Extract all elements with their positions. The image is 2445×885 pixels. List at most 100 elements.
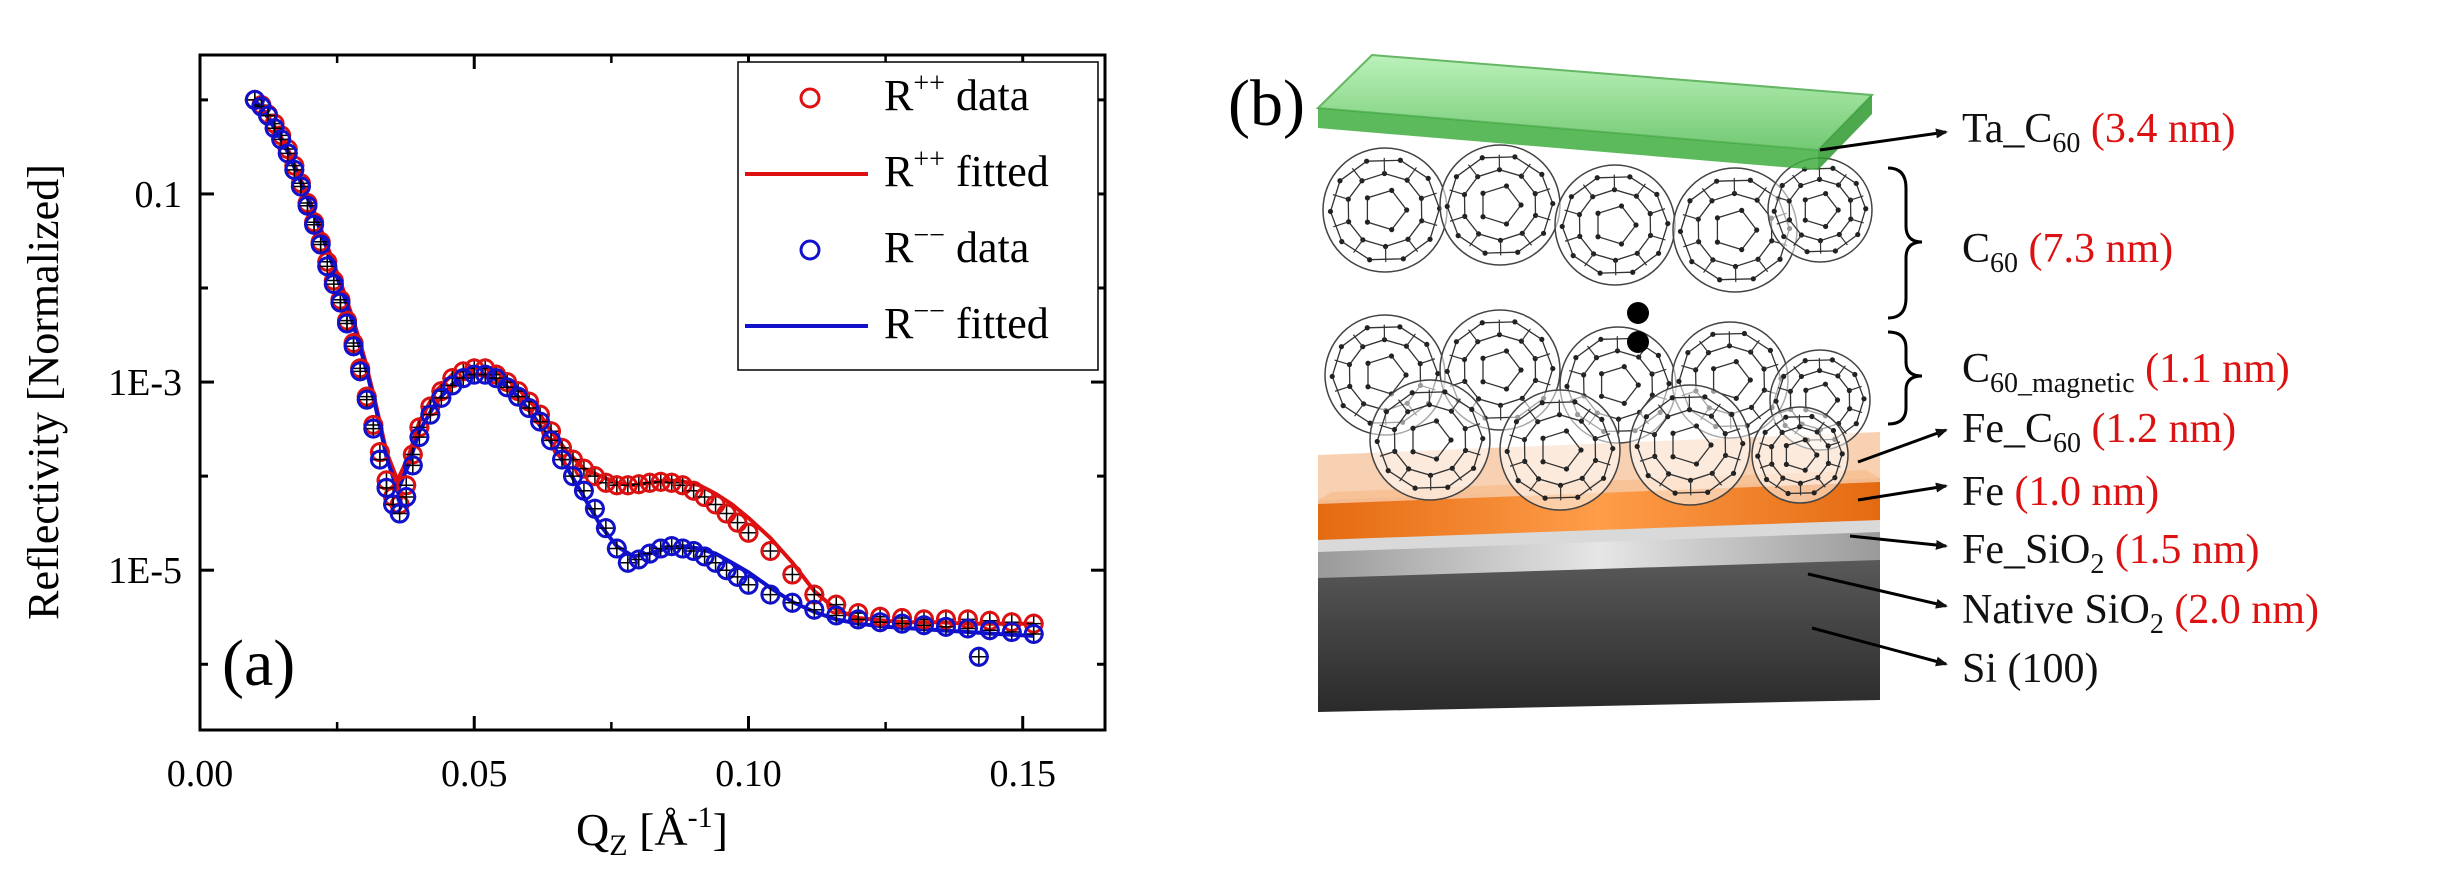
layer-label-part: (1.5 nm) (2104, 527, 2259, 573)
data-point (344, 336, 364, 356)
data-point (420, 405, 440, 425)
c60-molecule (1370, 380, 1490, 500)
data-point (673, 475, 693, 495)
layer-label-part: C (1962, 226, 1990, 272)
layer-label-part: 60 (1990, 248, 2018, 279)
legend-label-base: R (884, 71, 914, 120)
data-point (969, 647, 989, 667)
layer-label-part: Native SiO (1962, 587, 2150, 633)
data-point (760, 541, 780, 561)
c60-molecule (1555, 165, 1675, 285)
c60-molecule (1323, 148, 1447, 272)
data-point (1024, 624, 1044, 644)
data-point (640, 544, 660, 564)
data-point (453, 368, 473, 388)
data-point (782, 564, 802, 584)
panel-b: (b) (1228, 55, 2319, 712)
c60-magnetic-molecules (1325, 310, 1870, 510)
layer-label-fe_sio2: Fe_SiO2 (1.5 nm) (1962, 527, 2260, 580)
x-tick-label: 0.10 (715, 753, 782, 795)
y-tick-label: 1E-3 (108, 362, 182, 404)
data-point (662, 473, 682, 493)
x-axis-label-base: Q (576, 804, 609, 855)
legend-label-sup: −− (913, 296, 945, 327)
layer-labels: Ta_C60 (3.4 nm)C60 (7.3 nm)C60_magnetic … (1962, 106, 2319, 692)
layer-label-c60_magnetic: C60_magnetic (1.1 nm) (1962, 346, 2290, 399)
layer-label-part: (1.1 nm) (2135, 346, 2290, 392)
data-point (958, 618, 978, 638)
c60-molecule (1630, 385, 1750, 505)
legend-label: R++ fitted (884, 144, 1049, 196)
data-point (914, 615, 934, 635)
y-tick-label: 1E-5 (108, 550, 182, 592)
c60-molecule (1440, 145, 1560, 265)
layer-label-part: 60 (2053, 428, 2081, 459)
legend-label: R−− data (884, 220, 1029, 272)
legend-label: R−− fitted (884, 296, 1049, 348)
panel-a-label: (a) (222, 627, 295, 700)
data-point (892, 614, 912, 634)
layer-label-part: Ta_C (1962, 106, 2052, 152)
y-axis-label: Reflectivity [Normalized] (19, 164, 68, 620)
data-point (337, 313, 357, 333)
layer-label-part: (7.3 nm) (2018, 226, 2173, 272)
x-axis-label-unit-sup: -1 (688, 801, 713, 834)
data-point (370, 450, 390, 470)
layer-label-c60: C60 (7.3 nm) (1962, 226, 2173, 279)
data-point (596, 518, 616, 538)
data-point (552, 450, 572, 470)
layer-label-fe_c60: Fe_C60 (1.2 nm) (1962, 406, 2236, 459)
layer-label-part: Si (100) (1962, 646, 2099, 692)
legend-label-tail: fitted (945, 147, 1049, 196)
x-tick-label: 0.00 (167, 753, 234, 795)
layer-label-part: 2 (2150, 609, 2164, 640)
data-point (508, 387, 528, 407)
ellipsis-dot-2 (1627, 331, 1649, 353)
data-point (662, 536, 682, 556)
x-axis-label-unit-close: ] (713, 804, 728, 855)
data-point (291, 176, 311, 196)
legend-label-base: R (884, 223, 914, 272)
data-point (530, 412, 550, 432)
layer-label-part: (2.0 nm) (2164, 587, 2319, 633)
legend-label-sup: ++ (913, 144, 945, 175)
data-point (684, 541, 704, 561)
data-point (541, 430, 561, 450)
data-point (738, 575, 758, 595)
data-point (298, 196, 318, 216)
ellipsis-dot-1 (1627, 302, 1649, 324)
data-point (497, 377, 517, 397)
legend-label-tail: data (945, 223, 1029, 272)
legend-label-tail: fitted (945, 299, 1049, 348)
layer-label-part: Fe_C (1962, 406, 2053, 452)
legend-label-sup: −− (913, 220, 945, 251)
data-point (409, 427, 429, 447)
data-point (826, 605, 846, 625)
layer-label-fe: Fe (1.0 nm) (1962, 469, 2159, 515)
layer-label-part: (3.4 nm) (2080, 106, 2235, 152)
layer-label-part: 60 (2052, 128, 2080, 159)
data-point (396, 487, 416, 507)
x-axis-label-sub: Z (609, 829, 627, 862)
data-point (317, 256, 337, 276)
data-point (311, 235, 331, 255)
layer-label-part: C (1962, 346, 1990, 392)
data-point (728, 513, 748, 533)
x-tick-label: 0.15 (989, 753, 1056, 795)
data-point (980, 620, 1000, 640)
layer-label-part: Fe (1962, 469, 2004, 515)
data-point (585, 499, 605, 519)
c60-magnetic-brace (1888, 332, 1922, 424)
legend-label: R++ data (884, 68, 1029, 120)
x-axis-label: QZ [Å-1] (576, 801, 728, 862)
c60-brace (1888, 168, 1922, 318)
data-point (431, 388, 451, 408)
layer-label-si: Si (100) (1962, 646, 2099, 692)
panel-b-label: (b) (1228, 67, 1305, 140)
data-point (357, 390, 377, 410)
legend-label-tail: data (945, 71, 1029, 120)
c60-molecule (1768, 158, 1872, 262)
